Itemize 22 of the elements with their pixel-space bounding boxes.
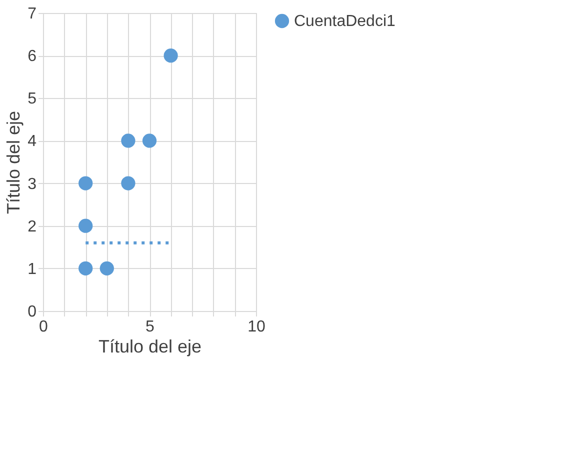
y-tick-label: 0 <box>28 304 37 320</box>
point <box>78 261 93 276</box>
y-tick-label: 5 <box>28 90 37 108</box>
x-axis-title: Título del eje <box>98 336 202 356</box>
y-tick-label: 2 <box>28 218 37 236</box>
y-tick-label: 6 <box>28 48 37 66</box>
y-tick-label: 4 <box>28 133 37 150</box>
x-tick-label: 10 <box>248 318 266 336</box>
point <box>164 48 178 63</box>
point <box>100 261 114 276</box>
x-tick-label: 0 <box>39 318 48 336</box>
point <box>78 176 93 190</box>
point <box>121 176 136 190</box>
y-axis-title: Título del eje <box>4 110 24 214</box>
y-tick-label: 7 <box>28 6 37 22</box>
y-tick-label: 1 <box>28 260 37 278</box>
point <box>121 134 136 148</box>
x-tick-label: 5 <box>146 318 155 336</box>
point <box>142 134 157 148</box>
y-tick-label: 3 <box>28 176 37 193</box>
legend-label: CuentaDedci1 <box>294 13 396 30</box>
point <box>78 218 93 233</box>
